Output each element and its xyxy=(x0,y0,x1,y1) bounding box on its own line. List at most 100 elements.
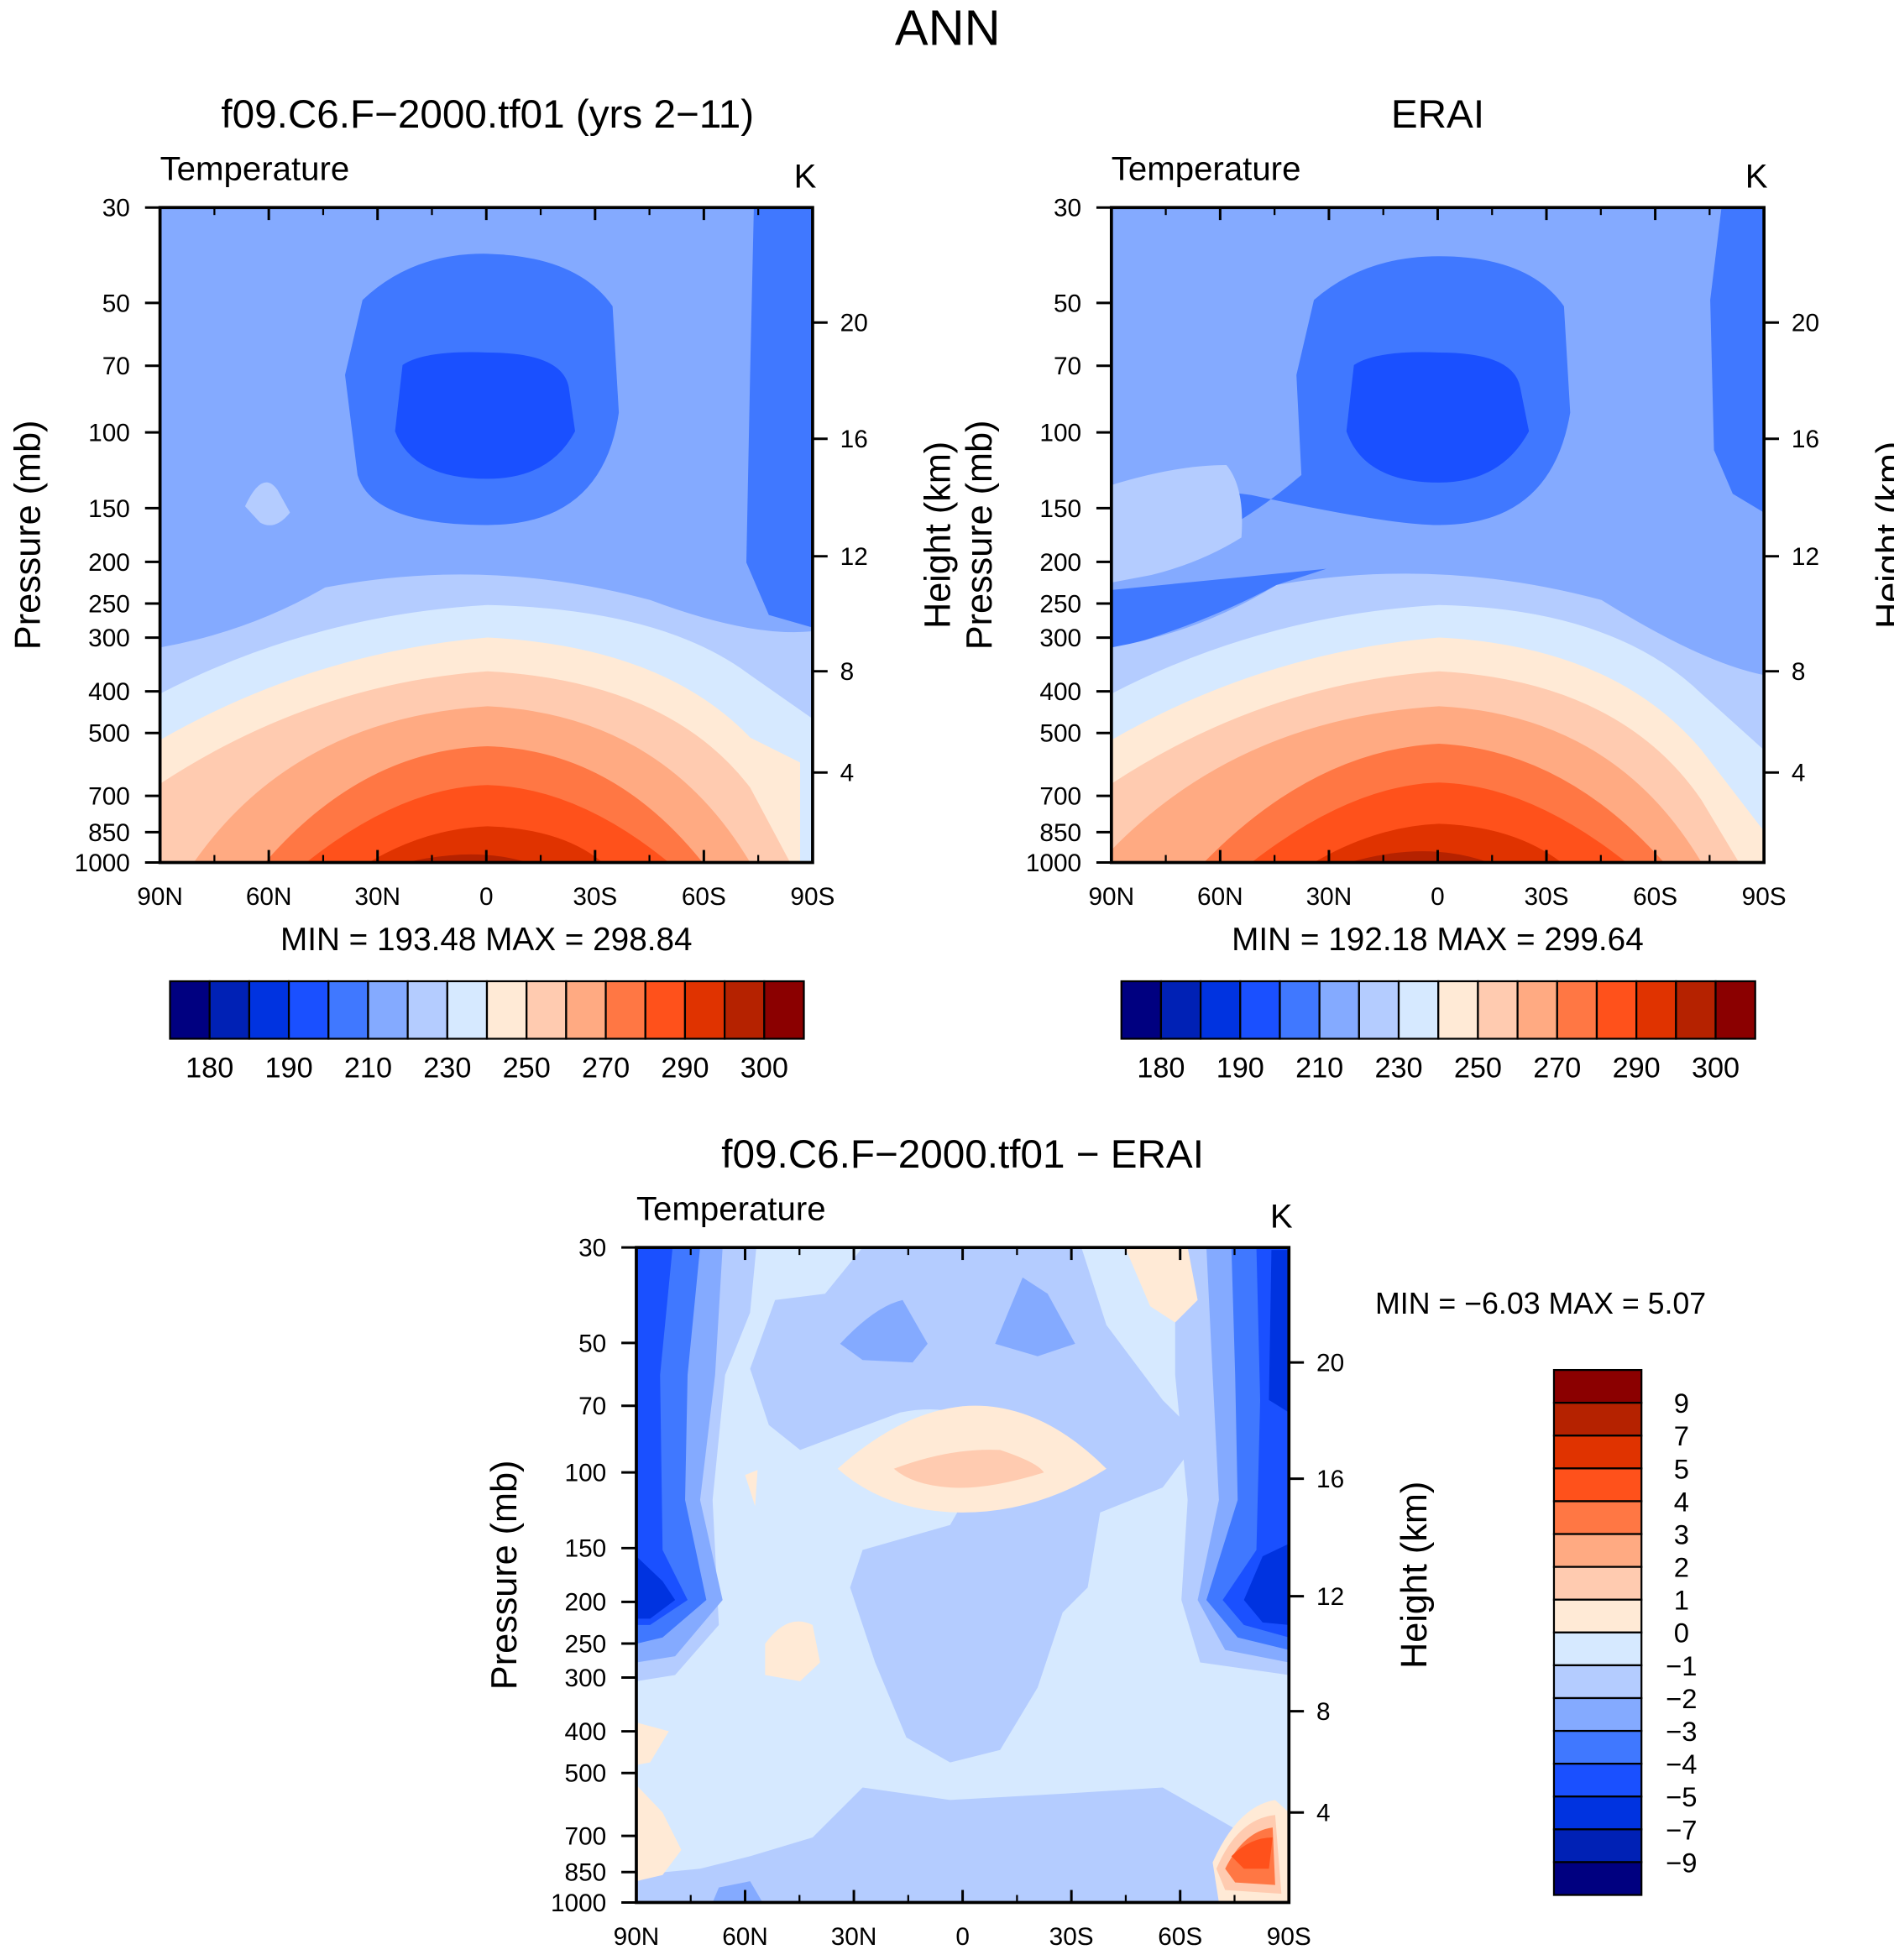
y-tick-label: 850 xyxy=(88,819,130,847)
colorbar-box xyxy=(1318,980,1360,1040)
y-tick-label: 500 xyxy=(565,1760,607,1788)
contour-fill xyxy=(840,1299,928,1363)
colorbar-box xyxy=(1552,1729,1643,1765)
contour-fill xyxy=(636,1722,669,1765)
y-tick-label: 200 xyxy=(565,1589,607,1617)
colorbar-label: −5 xyxy=(1666,1781,1697,1812)
panel-2: ERAI Temperature K 90N 60N 30N 0 30S 60S 90S 30 50 7… xyxy=(960,92,1894,1085)
y-axis-label: Pressure (mb) xyxy=(960,421,1000,650)
y-tick-label: 100 xyxy=(565,1460,607,1487)
colorbar-label: 270 xyxy=(582,1053,630,1085)
x-tick-label: 60S xyxy=(1633,883,1677,911)
contour-fill xyxy=(244,482,290,525)
colorbar-label: 9 xyxy=(1674,1388,1689,1419)
y-right-tick-label: 16 xyxy=(1316,1466,1344,1493)
contour-fill xyxy=(746,207,813,628)
min-max-stats: MIN = −6.03 MAX = 5.07 xyxy=(1375,1287,1706,1320)
y-tick-label: 70 xyxy=(102,353,130,380)
colorbar-label: 180 xyxy=(186,1053,233,1085)
y-tick-label: 400 xyxy=(88,678,130,706)
colorbar-label: −4 xyxy=(1666,1748,1697,1780)
contour-fill xyxy=(636,1787,1290,1903)
contour-fill xyxy=(995,1277,1075,1356)
units-label: K xyxy=(1270,1197,1293,1235)
y-tick-label: 50 xyxy=(102,290,130,317)
y-tick-label: 300 xyxy=(88,625,130,652)
y-tick-label: 50 xyxy=(578,1330,606,1357)
colorbar-box xyxy=(683,980,726,1040)
y-tick-label: 30 xyxy=(102,195,130,222)
contour-fill xyxy=(893,1450,1044,1488)
x-tick-label: 60S xyxy=(682,883,726,911)
y-right-tick-label: 4 xyxy=(840,760,855,787)
colorbar-box xyxy=(1516,980,1558,1040)
colorbar-box xyxy=(565,980,607,1040)
colorbar-label: 1 xyxy=(1674,1585,1689,1616)
colorbar-box xyxy=(1358,980,1400,1040)
y-right-tick-label: 12 xyxy=(840,543,868,571)
colorbar-box xyxy=(287,980,330,1040)
y-right-tick-label: 12 xyxy=(1316,1583,1344,1611)
colorbar-label: 210 xyxy=(344,1053,392,1085)
colorbar-label: 5 xyxy=(1674,1453,1689,1484)
y-right-tick-label: 4 xyxy=(1316,1800,1331,1827)
x-tick-label: 60N xyxy=(1197,883,1243,911)
y-tick-label: 250 xyxy=(88,590,130,618)
colorbar-box xyxy=(1635,980,1677,1040)
x-tick-label: 90S xyxy=(1742,883,1787,911)
y-tick-label: 700 xyxy=(565,1823,607,1851)
main-title: ANN xyxy=(895,0,1001,56)
y-tick-label: 300 xyxy=(1039,625,1081,652)
colorbar-label: 290 xyxy=(661,1053,709,1085)
colorbar-box xyxy=(644,980,687,1040)
y-right-tick-label: 4 xyxy=(1792,760,1806,787)
contour-fill xyxy=(712,1881,763,1903)
x-tick-label: 30S xyxy=(573,883,617,911)
contour-fill xyxy=(636,1247,688,1625)
panel-1: f09.C6.F−2000.tf01 (yrs 2−11) Temperature… xyxy=(8,92,959,1085)
y-axis-label: Pressure (mb) xyxy=(8,421,49,650)
x-tick-label: 30N xyxy=(1306,883,1352,911)
colorbar-box xyxy=(1552,1368,1643,1404)
colorbar-box xyxy=(1552,1828,1643,1863)
x-tick-label: 90N xyxy=(137,883,183,911)
colorbar-box xyxy=(1552,1598,1643,1633)
y-right-tick-label: 8 xyxy=(840,658,855,686)
colorbar-box xyxy=(1552,1795,1643,1831)
colorbar-box xyxy=(1552,1763,1643,1798)
panel-title: f09.C6.F−2000.tf01 − ERAI xyxy=(721,1132,1204,1177)
contour-fill xyxy=(636,1785,682,1882)
y-axis-label: Pressure (mb) xyxy=(484,1461,525,1690)
colorbar-box xyxy=(208,980,251,1040)
colorbar-box xyxy=(724,980,766,1040)
y-tick-label: 150 xyxy=(1039,495,1081,523)
colorbar-label: 230 xyxy=(423,1053,471,1085)
contour-fill xyxy=(1314,823,1562,863)
panel-title: f09.C6.F−2000.tf01 (yrs 2−11) xyxy=(221,92,754,137)
y-tick-label: 70 xyxy=(578,1393,606,1420)
colorbar-label: 2 xyxy=(1674,1552,1689,1583)
x-tick-label: 0 xyxy=(479,883,494,911)
colorbar-label: 190 xyxy=(1216,1053,1264,1085)
x-tick-label: 30N xyxy=(831,1923,877,1951)
contour-fill xyxy=(1710,207,1765,513)
y-tick-label: 400 xyxy=(1039,678,1081,706)
y-tick-label: 30 xyxy=(578,1235,606,1262)
contour-fill xyxy=(395,352,575,479)
colorbar-label: 250 xyxy=(1454,1053,1502,1085)
units-label: K xyxy=(1745,157,1768,195)
y-right-tick-label: 16 xyxy=(1792,426,1819,453)
colorbar-box xyxy=(1552,1435,1643,1470)
x-tick-label: 0 xyxy=(1431,883,1445,911)
x-tick-label: 90S xyxy=(790,883,835,911)
contour-fill xyxy=(405,854,528,863)
colorbar-box xyxy=(446,980,489,1040)
y-tick-label: 850 xyxy=(1039,819,1081,847)
y-tick-label: 150 xyxy=(565,1535,607,1563)
y-tick-label: 100 xyxy=(1039,420,1081,447)
colorbar-box xyxy=(1552,1861,1643,1896)
colorbar-box xyxy=(1552,1533,1643,1568)
y-right-tick-label: 20 xyxy=(1792,310,1819,337)
y-tick-label: 250 xyxy=(565,1630,607,1658)
